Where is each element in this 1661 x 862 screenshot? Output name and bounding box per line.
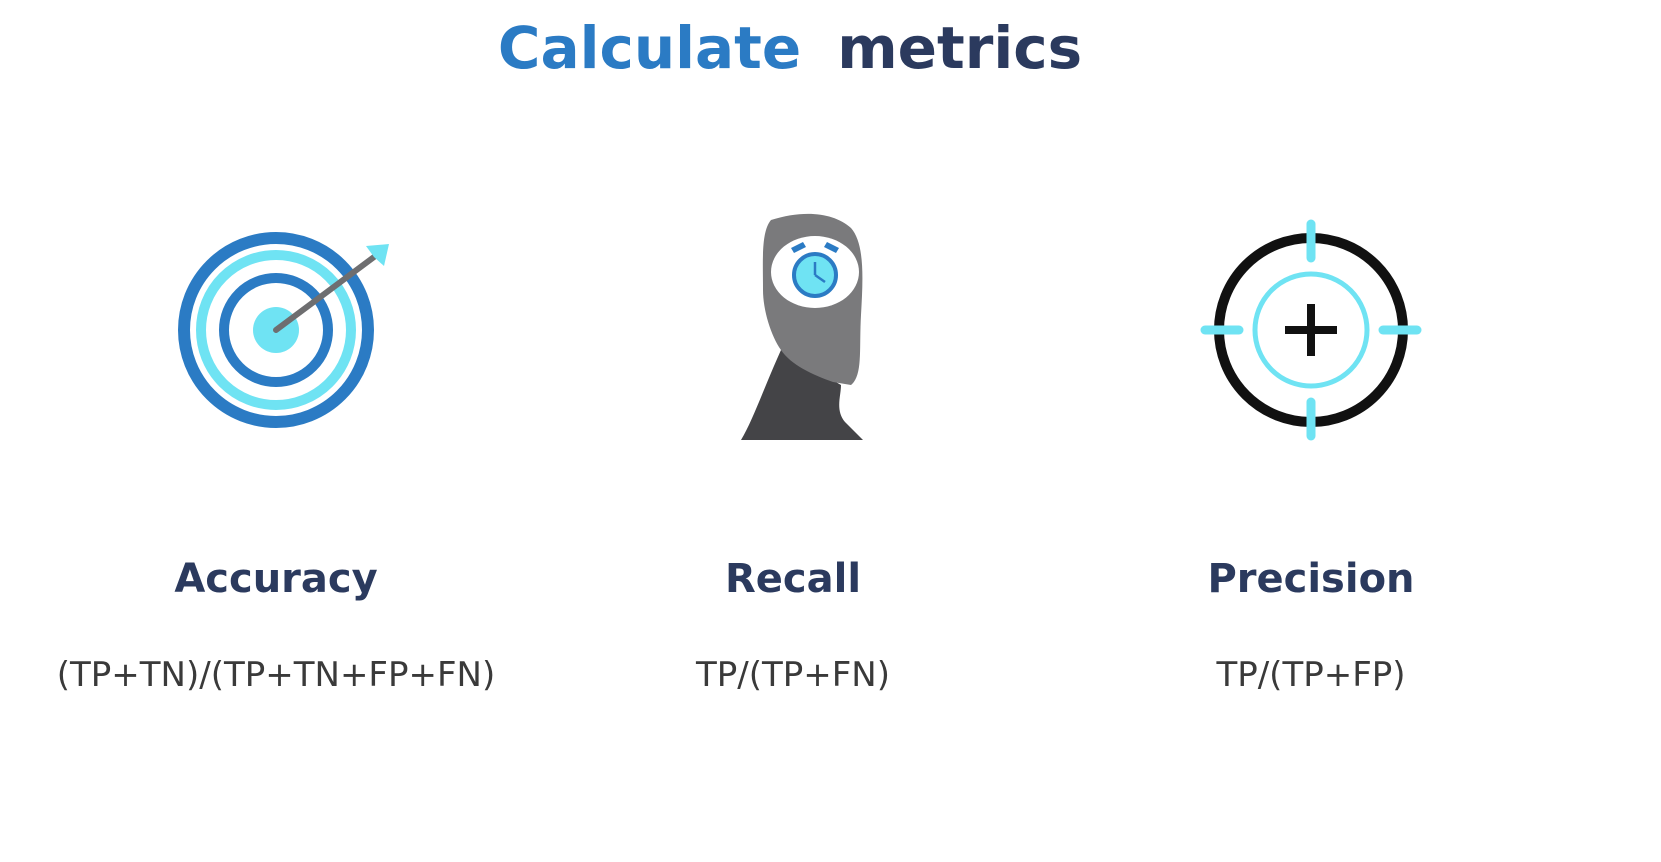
metric-name-recall: Recall xyxy=(724,556,862,602)
metric-formula-precision: TP/(TP+FP) xyxy=(1216,655,1406,695)
metric-card-precision: Precision TP/(TP+FP) xyxy=(1011,200,1611,695)
title-word-calculate: Calculate xyxy=(497,14,802,82)
metric-formula-accuracy: (TP+TN)/(TP+TN+FP+FN) xyxy=(56,655,496,695)
metric-formula-recall: TP/(TP+FN) xyxy=(695,655,890,695)
title-word-metrics: metrics xyxy=(837,14,1083,82)
head-alarm-clock-icon xyxy=(741,213,863,440)
metric-name-accuracy: Accuracy xyxy=(174,556,378,602)
metric-card-accuracy: Accuracy (TP+TN)/(TP+TN+FP+FN) xyxy=(0,200,576,695)
crosshair-plus-icon xyxy=(1200,219,1422,441)
metric-card-recall: Recall TP/(TP+FN) xyxy=(493,200,1093,695)
page-title: Calculate metrics xyxy=(0,14,1580,82)
target-arrow-icon xyxy=(178,232,389,428)
metric-name-precision: Precision xyxy=(1207,556,1415,602)
